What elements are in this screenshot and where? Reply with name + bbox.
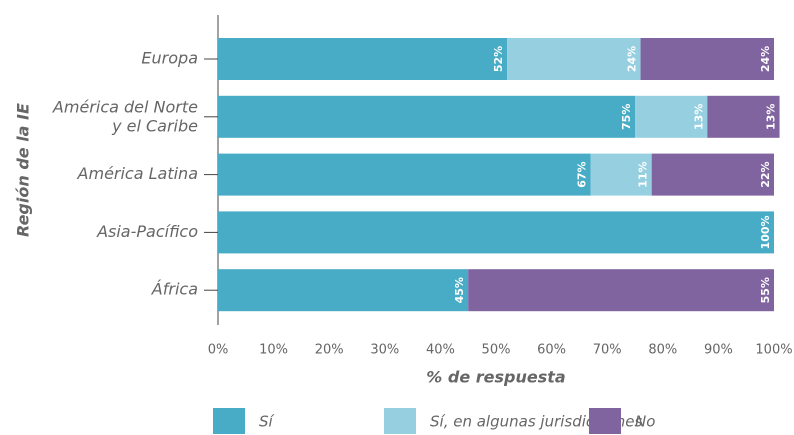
x-axis-label: % de respuesta	[426, 368, 565, 387]
value-label: 13%	[692, 104, 705, 130]
bar-segment	[651, 153, 774, 196]
y-axis-label: Región de la IE	[14, 103, 33, 237]
value-label: 100%	[759, 215, 772, 249]
bar-segment	[218, 95, 635, 138]
y-tick-label-line: y el Caribe	[111, 116, 198, 135]
bar-segment	[590, 153, 652, 196]
legend-label: Sí	[259, 413, 275, 431]
bar-segment	[218, 211, 774, 254]
x-tick-label: 30%	[370, 343, 399, 358]
value-label: 55%	[759, 277, 772, 303]
y-tick-label: África	[151, 280, 198, 299]
bar-segment	[218, 153, 591, 196]
value-label: 11%	[637, 161, 650, 187]
x-tick-label: 60%	[537, 343, 566, 358]
bar-segment	[507, 38, 641, 80]
x-tick-label: 70%	[593, 343, 622, 358]
legend-swatch	[384, 408, 416, 434]
value-label: 24%	[759, 46, 772, 72]
x-tick-label: 80%	[648, 343, 677, 358]
x-tick-label: 40%	[426, 343, 455, 358]
legend-swatch	[213, 408, 245, 434]
value-label: 13%	[765, 104, 778, 130]
value-label: 45%	[453, 277, 466, 303]
value-label: 24%	[626, 46, 639, 72]
x-tick-label: 90%	[704, 343, 733, 358]
legend-label: No	[635, 413, 655, 431]
value-label: 67%	[576, 161, 589, 187]
x-tick-label: 50%	[482, 343, 511, 358]
value-label: 52%	[492, 46, 505, 72]
bar-segment	[218, 269, 469, 312]
bar-segment	[635, 95, 708, 138]
bar-segment	[707, 95, 780, 138]
legend-swatch	[589, 408, 621, 434]
y-tick-label-line: América del Norte	[52, 97, 198, 116]
value-label: 75%	[620, 104, 633, 130]
x-tick-label: 20%	[315, 343, 344, 358]
x-tick-label: 100%	[755, 343, 792, 358]
value-label: 22%	[759, 161, 772, 187]
bar-segment	[468, 269, 774, 312]
x-tick-label: 0%	[208, 343, 229, 358]
bar-segment	[218, 38, 508, 80]
x-tick-label: 10%	[259, 343, 288, 358]
y-tick-label: Asia-Pacífico	[96, 222, 198, 241]
bar-segment	[640, 38, 774, 80]
y-tick-label: Europa	[141, 49, 198, 68]
y-tick-label: América Latina	[77, 164, 198, 183]
y-tick-label: América del Norte y el Caribe	[52, 97, 198, 135]
